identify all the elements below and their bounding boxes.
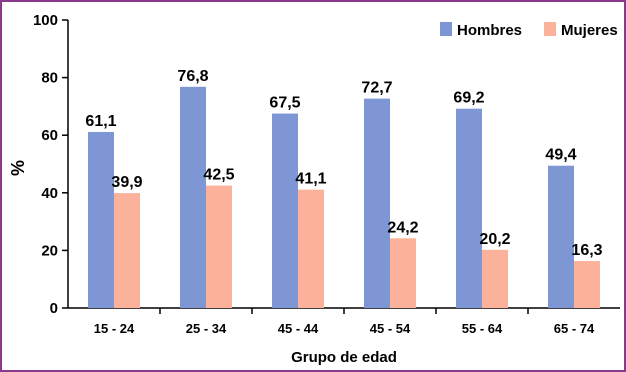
x-tick-label: 45 - 54 — [370, 321, 411, 336]
y-tick-label: 0 — [50, 300, 58, 317]
data-label-hombres-5: 69,2 — [453, 90, 484, 107]
data-label-mujeres-1: 39,9 — [111, 174, 142, 191]
x-tick-label: 45 - 44 — [278, 321, 319, 336]
data-label-mujeres-4: 24,2 — [387, 219, 418, 236]
bar-hombres-1 — [88, 132, 114, 308]
legend-label-mujeres: Mujeres — [561, 22, 618, 39]
bar-hombres-5 — [456, 108, 482, 308]
bar-hombres-2 — [180, 86, 206, 308]
data-label-mujeres-2: 42,5 — [203, 167, 234, 184]
y-axis-title: % — [8, 160, 28, 176]
legend: Hombres Mujeres — [440, 22, 618, 39]
y-tick-label: 80 — [41, 70, 58, 87]
data-label-hombres-2: 76,8 — [177, 68, 208, 85]
data-label-hombres-3: 67,5 — [269, 95, 300, 112]
x-tick-label: 55 - 64 — [462, 321, 503, 336]
x-tick-label: 65 - 74 — [554, 321, 595, 336]
bar-mujeres-3 — [298, 189, 324, 308]
x-tick-label: 15 - 24 — [94, 321, 135, 336]
y-tick-label: 40 — [41, 185, 58, 202]
data-label-hombres-4: 72,7 — [361, 80, 392, 97]
bar-hombres-3 — [272, 113, 298, 308]
x-axis-title: Grupo de edad — [291, 349, 397, 366]
bar-hombres-6 — [548, 165, 574, 308]
data-label-mujeres-3: 41,1 — [295, 171, 326, 188]
bar-mujeres-2 — [206, 185, 232, 308]
data-label-mujeres-6: 16,3 — [571, 242, 602, 259]
axes: 0 20 40 60 80 100 15 - 24 25 - 34 45 - 44 45 - 54… — [33, 12, 620, 336]
bar-hombres-4 — [364, 98, 390, 309]
y-tick-label: 60 — [41, 127, 58, 144]
bars — [88, 86, 600, 309]
x-tick-label: 25 - 34 — [186, 321, 227, 336]
y-tick-label: 100 — [33, 12, 58, 29]
bar-mujeres-6 — [574, 261, 600, 308]
data-label-hombres-1: 61,1 — [85, 113, 116, 130]
bar-mujeres-1 — [114, 193, 140, 308]
legend-label-hombres: Hombres — [457, 22, 522, 39]
y-tick-label: 20 — [41, 242, 58, 259]
bar-mujeres-5 — [482, 249, 508, 308]
data-label-hombres-6: 49,4 — [545, 147, 576, 164]
legend-swatch-mujeres — [544, 22, 556, 36]
legend-swatch-hombres — [440, 22, 452, 36]
data-labels: 61,1 39,9 76,8 42,5 67,5 41,1 72,7 24,2 69,2 20,2… — [85, 68, 602, 259]
bar-mujeres-4 — [390, 238, 416, 308]
data-label-mujeres-5: 20,2 — [479, 231, 510, 248]
